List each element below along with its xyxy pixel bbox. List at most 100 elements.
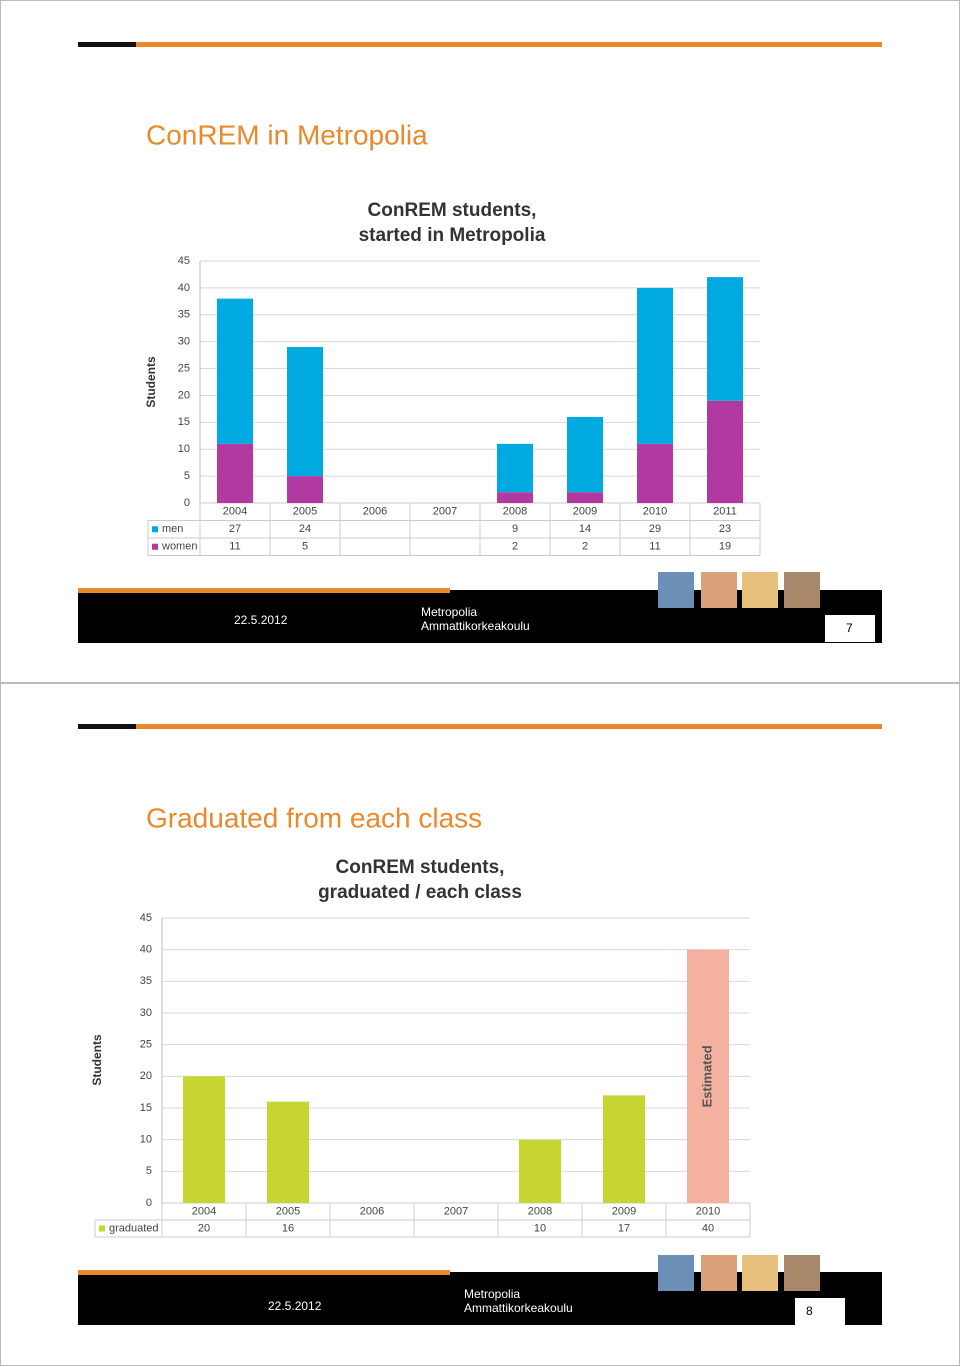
chart-title: ConREM students, xyxy=(368,200,537,221)
data-label: 17 xyxy=(618,1222,630,1234)
top-rule-dark xyxy=(78,724,136,729)
bar xyxy=(687,949,729,1203)
y-tick-label: 20 xyxy=(178,389,190,401)
bar xyxy=(217,298,253,444)
y-tick-label: 40 xyxy=(140,944,152,956)
x-tick-label: 2006 xyxy=(360,1205,384,1217)
x-tick-label: 2008 xyxy=(528,1205,552,1217)
data-label: 24 xyxy=(299,523,311,535)
y-tick-label: 0 xyxy=(184,497,190,509)
y-tick-label: 20 xyxy=(140,1070,152,1082)
bar xyxy=(603,1095,645,1203)
y-tick-label: 35 xyxy=(178,309,190,321)
x-tick-label: 2010 xyxy=(643,506,667,518)
y-tick-label: 25 xyxy=(140,1039,152,1051)
data-label: 23 xyxy=(719,523,731,535)
bar xyxy=(497,443,533,493)
page-number: 8 xyxy=(806,1304,813,1318)
bar xyxy=(287,347,323,477)
bar xyxy=(217,443,253,503)
footer-thumbnails xyxy=(658,1255,820,1291)
y-tick-label: 35 xyxy=(140,975,152,987)
y-tick-label: 45 xyxy=(178,255,190,267)
x-tick-label: 2006 xyxy=(363,506,387,518)
y-tick-label: 30 xyxy=(178,336,190,348)
bar xyxy=(519,1139,561,1203)
chart-title: started in Metropolia xyxy=(359,225,546,246)
y-tick-label: 10 xyxy=(140,1134,152,1146)
data-label: 2 xyxy=(582,541,588,553)
footer-org: Metropolia xyxy=(464,1287,520,1301)
data-label: 16 xyxy=(282,1222,294,1234)
footer-org: Metropolia xyxy=(421,605,477,619)
y-tick-label: 15 xyxy=(140,1102,152,1114)
x-tick-label: 2005 xyxy=(293,506,317,518)
x-tick-label: 2007 xyxy=(433,506,457,518)
page-box xyxy=(825,615,875,642)
chart-title: graduated / each class xyxy=(318,882,522,903)
annotation: Estimated xyxy=(699,1045,714,1107)
footer-rule xyxy=(78,1270,450,1275)
top-rule xyxy=(78,42,882,47)
y-tick-label: 10 xyxy=(178,443,190,455)
y-tick-label: 15 xyxy=(178,416,190,428)
data-label: 11 xyxy=(229,541,240,553)
bar xyxy=(567,416,603,493)
bar xyxy=(287,476,323,503)
legend-swatch xyxy=(99,1225,105,1232)
data-label: 2 xyxy=(512,541,518,553)
data-label: 11 xyxy=(649,541,660,553)
footer-thumbnails xyxy=(658,572,820,608)
data-label: 27 xyxy=(229,523,241,535)
bar xyxy=(183,1076,225,1203)
y-tick-label: 0 xyxy=(146,1197,152,1209)
top-rule xyxy=(78,724,882,729)
bar xyxy=(567,492,603,503)
page-box xyxy=(795,1298,845,1325)
slide-title: ConREM in Metropolia xyxy=(146,119,428,150)
x-tick-label: 2009 xyxy=(612,1205,636,1217)
chart-title: ConREM students, xyxy=(336,857,505,878)
data-label: 14 xyxy=(579,523,591,535)
y-tick-label: 30 xyxy=(140,1007,152,1019)
x-tick-label: 2008 xyxy=(503,506,527,518)
legend-label: graduated xyxy=(109,1222,159,1234)
bar xyxy=(707,277,743,401)
x-tick-label: 2010 xyxy=(696,1205,720,1217)
x-tick-label: 2009 xyxy=(573,506,597,518)
slide-title: Graduated from each class xyxy=(146,802,482,833)
data-label: 19 xyxy=(719,541,731,553)
data-label: 10 xyxy=(534,1222,546,1234)
bar xyxy=(637,443,673,503)
bar xyxy=(497,492,533,503)
page-number: 7 xyxy=(846,621,853,635)
top-rule-dark xyxy=(78,42,136,47)
y-tick-label: 5 xyxy=(184,470,190,482)
y-tick-label: 5 xyxy=(146,1165,152,1177)
y-tick-label: 25 xyxy=(178,362,190,374)
legend-label: women xyxy=(161,541,197,553)
data-label: 9 xyxy=(512,523,518,535)
bar xyxy=(267,1101,309,1203)
bar xyxy=(637,287,673,444)
x-tick-label: 2004 xyxy=(223,506,247,518)
data-label: 5 xyxy=(302,541,308,553)
x-tick-label: 2011 xyxy=(713,506,737,518)
legend-swatch xyxy=(152,526,158,533)
y-axis-label: Students xyxy=(90,1034,104,1086)
data-label: 40 xyxy=(702,1222,714,1234)
x-tick-label: 2007 xyxy=(444,1205,468,1217)
y-tick-label: 40 xyxy=(178,282,190,294)
legend-label: men xyxy=(162,523,183,535)
data-label: 29 xyxy=(649,523,661,535)
x-tick-label: 2005 xyxy=(276,1205,300,1217)
slide-frame xyxy=(0,683,960,1366)
x-tick-label: 2004 xyxy=(192,1205,216,1217)
bar xyxy=(707,400,743,503)
y-tick-label: 45 xyxy=(140,912,152,924)
y-axis-label: Students xyxy=(144,356,158,408)
data-label: 20 xyxy=(198,1222,210,1234)
legend-swatch xyxy=(152,543,158,550)
